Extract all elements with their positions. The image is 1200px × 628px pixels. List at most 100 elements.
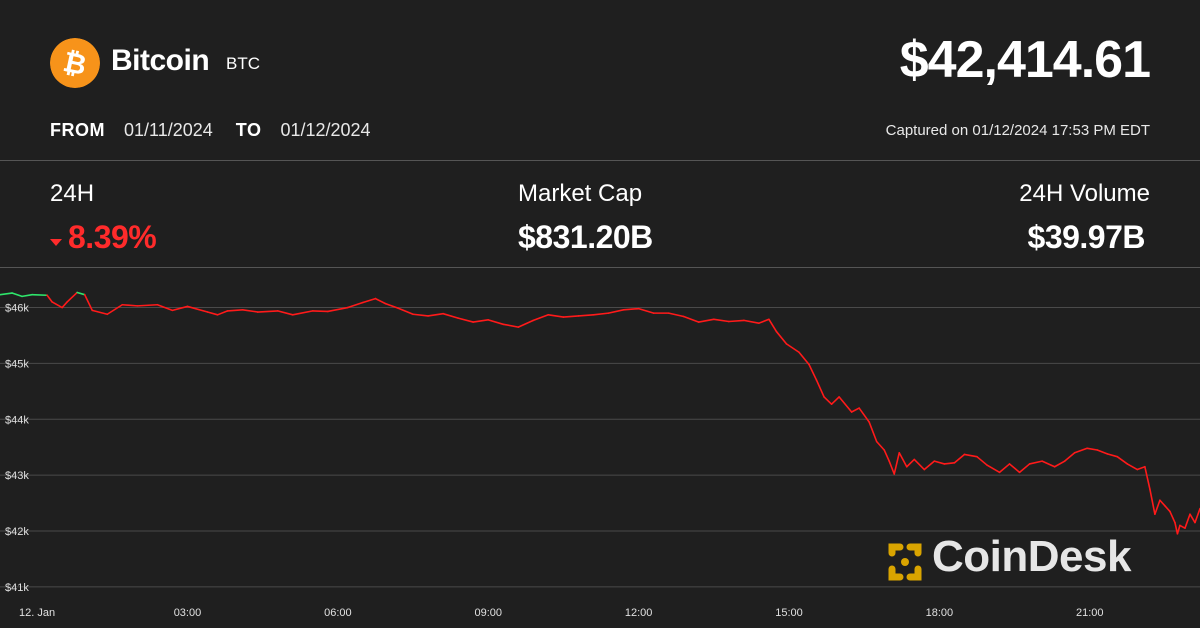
price-line-segment: [397, 307, 414, 316]
price-line-segment: [547, 314, 565, 318]
price-line-segment: [562, 315, 580, 318]
price-line-segment: [276, 310, 294, 316]
price-line-segment: [502, 323, 520, 328]
price-line-segment: [532, 314, 550, 322]
price-line-segment: [850, 407, 860, 413]
x-tick-label: 21:00: [1076, 607, 1104, 619]
price-line-segment: [1154, 499, 1161, 516]
price-line-segment: [1176, 524, 1181, 535]
price-line-segment: [933, 460, 946, 465]
price-line-segment: [1106, 453, 1119, 458]
coindesk-watermark: CoinDesk: [932, 532, 1131, 581]
from-label: FROM: [50, 120, 105, 140]
price-line-segment: [1136, 465, 1146, 471]
price-line-segment: [311, 310, 329, 313]
price-line-segment: [46, 294, 53, 303]
price-line-segment: [986, 464, 1001, 474]
coin-ticker: BTC: [226, 54, 260, 73]
x-tick-label: 03:00: [174, 607, 202, 619]
price-line-segment: [775, 330, 788, 345]
from-date: 01/11/2024: [124, 120, 213, 140]
price-line-segment: [136, 303, 159, 307]
price-line-segment: [682, 315, 700, 323]
change-label: 24H: [50, 180, 95, 207]
price-line-segment: [898, 451, 908, 468]
price-line-segment: [457, 317, 474, 323]
volume-label: 24H Volume: [1019, 180, 1150, 207]
price-line-segment: [91, 309, 109, 316]
price-line-segment: [186, 305, 209, 313]
price-line-segment: [838, 396, 853, 413]
x-tick-label: 18:00: [926, 607, 954, 619]
y-axis-ticks: $46k $45k $44k $43k $42k $41k: [5, 303, 29, 594]
price-line-segment: [21, 293, 33, 298]
y-tick-label: $46k: [5, 303, 29, 315]
price-line-segment: [1096, 449, 1109, 455]
price-line-segment: [347, 301, 364, 309]
x-axis-ticks: 12. Jan 03:00 06:00 09:00 12:00 15:00 18:00 21:…: [19, 607, 1103, 619]
header: ₿ Bitcoin BTC $42,414.61 FROM 01/11/2024…: [0, 0, 1200, 160]
price-line-segment: [1053, 460, 1066, 468]
coindesk-logo-icon: [888, 543, 922, 581]
price-line-segment: [743, 319, 760, 324]
price-line-segment: [858, 407, 870, 423]
price-line-segment: [592, 312, 610, 316]
price-line-segment: [206, 311, 219, 316]
to-date: 01/12/2024: [280, 120, 371, 140]
price-line-segment: [943, 462, 956, 465]
price-line-segment: [0, 292, 13, 296]
change-value: 8.39%: [68, 219, 157, 255]
price-line-segment: [327, 306, 349, 313]
x-tick-label: 06:00: [324, 607, 352, 619]
price-line-segment: [1073, 447, 1089, 454]
price-line-segment: [697, 318, 715, 323]
price-line-segment: [1144, 465, 1151, 490]
price-line-segment: [923, 460, 936, 471]
price-line-segment: [1184, 513, 1191, 529]
captured-timestamp: Captured on 01/12/2024 17:53 PM EDT: [885, 122, 1150, 139]
price-line-segment: [427, 312, 444, 317]
y-tick-label: $41k: [5, 582, 29, 594]
price-line-segment: [106, 303, 124, 316]
price-line-segment: [442, 312, 459, 319]
price-line-segment: [1116, 455, 1129, 465]
price-line-segment: [577, 314, 595, 317]
down-arrow-icon: [50, 239, 62, 246]
chart-grid: [0, 307, 1200, 588]
price-line-segment: [517, 319, 535, 328]
price-line-segment: [1189, 513, 1196, 524]
x-tick-label: 12:00: [625, 607, 653, 619]
price-line-segment: [976, 455, 988, 466]
price-line-segment: [1194, 507, 1200, 524]
price-line-segment: [667, 312, 685, 318]
price-line-segment: [11, 292, 23, 298]
price-line-segment: [998, 463, 1011, 474]
price-line-segment: [1169, 510, 1176, 524]
y-tick-label: $43k: [5, 470, 29, 482]
price-line-segment: [156, 303, 174, 312]
price-line-segment: [51, 301, 63, 309]
date-range: FROM 01/11/2024 TO 01/12/2024: [50, 120, 389, 141]
price-line-segment: [637, 307, 655, 314]
price-line-segment: [1149, 488, 1156, 516]
price-line-segment: [815, 379, 825, 398]
price-line-segment: [913, 458, 926, 471]
bitcoin-icon: ₿: [50, 38, 100, 88]
volume-value: $39.97B: [1027, 219, 1146, 255]
y-tick-label: $42k: [5, 526, 29, 538]
price-line-segment: [768, 318, 778, 333]
price-line-segment: [66, 291, 78, 303]
current-price: $42,414.61: [899, 31, 1151, 89]
price-line-segment: [1174, 521, 1179, 535]
price-line-segment: [487, 319, 505, 326]
x-tick-label: 09:00: [474, 607, 502, 619]
price-line-segment: [472, 319, 490, 323]
price-line-segment: [31, 293, 48, 297]
price-line-segment: [76, 291, 86, 296]
y-tick-label: $45k: [5, 358, 29, 370]
price-line-segment: [1063, 451, 1076, 462]
price-line-segment: [953, 453, 966, 464]
price-line-segment: [1018, 463, 1031, 474]
price-line-segment: [963, 453, 978, 458]
price-line-segment: [883, 449, 891, 462]
